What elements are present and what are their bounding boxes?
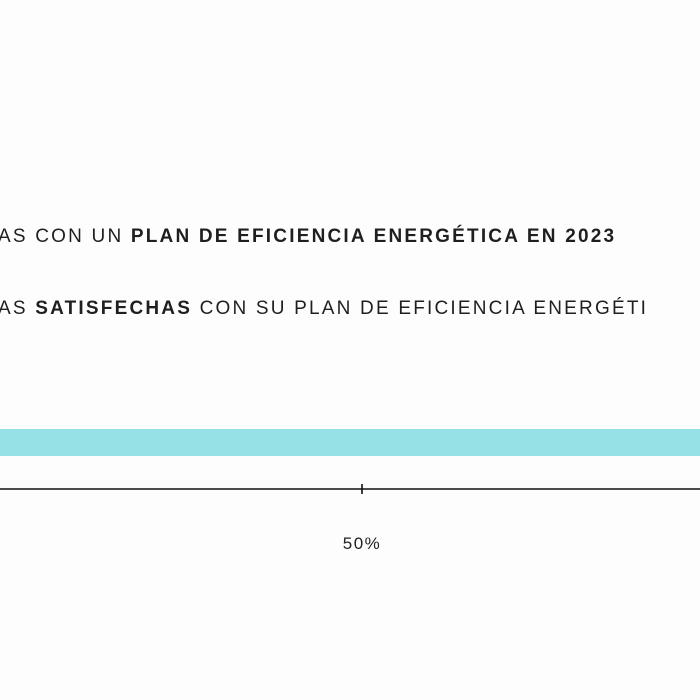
legend-line-1-pre: AS CON UN bbox=[0, 226, 131, 247]
x-tick-label-1: 50% bbox=[343, 534, 382, 553]
legend-line-2-pre: AS bbox=[0, 298, 36, 319]
bar-segments bbox=[0, 429, 700, 456]
bar-segment-1 bbox=[0, 429, 700, 456]
legend-line-2: AS SATISFECHAS CON SU PLAN DE EFICIENCIA… bbox=[0, 298, 648, 320]
legend-line-2-post: CON SU PLAN DE EFICIENCIA ENERGÉTI bbox=[192, 298, 649, 319]
legend-line-1-bold: PLAN DE EFICIENCIA ENERGÉTICA EN 2023 bbox=[130, 226, 617, 247]
legend-line-2-bold: SATISFECHAS bbox=[35, 298, 193, 319]
legend-line-1: AS CON UN PLAN DE EFICIENCIA ENERGÉTICA … bbox=[0, 226, 616, 248]
x-axis-ticks: 50% bbox=[343, 484, 382, 553]
